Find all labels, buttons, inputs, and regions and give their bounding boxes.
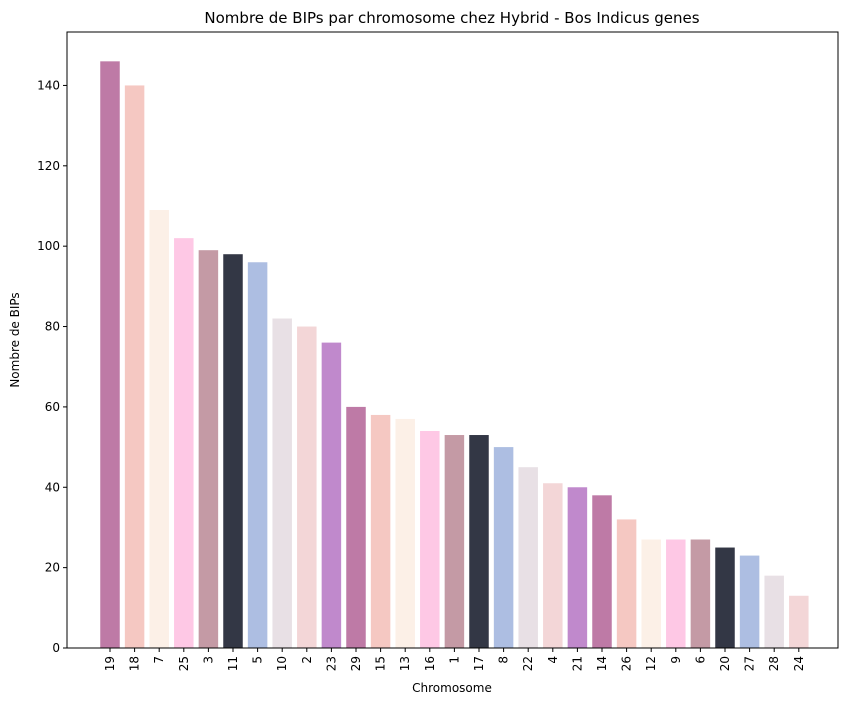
x-tick-label: 4 bbox=[546, 656, 560, 664]
y-tick-label: 60 bbox=[45, 400, 60, 414]
bar-chromosome-11 bbox=[223, 254, 243, 648]
y-axis-label: Nombre de BIPs bbox=[8, 292, 22, 387]
bar-chromosome-5 bbox=[247, 262, 268, 648]
y-tick-label: 80 bbox=[45, 320, 60, 334]
bar-chromosome-12 bbox=[641, 539, 661, 648]
bar-chromosome-25 bbox=[174, 238, 194, 648]
x-axis-label: Chromosome bbox=[412, 681, 492, 695]
bar-chromosome-10 bbox=[272, 318, 292, 648]
bar-chromosome-1 bbox=[444, 435, 465, 648]
bar-chromosome-16 bbox=[420, 431, 440, 648]
x-tick-label: 2 bbox=[300, 656, 314, 664]
x-tick-label: 23 bbox=[324, 656, 338, 671]
bar-chromosome-24 bbox=[789, 595, 809, 648]
bar-chromosome-21 bbox=[567, 487, 588, 648]
x-tick-label: 10 bbox=[275, 656, 289, 671]
y-tick-label: 0 bbox=[52, 641, 60, 655]
y-tick-label: 40 bbox=[45, 480, 60, 494]
bar-chromosome-2 bbox=[297, 326, 317, 648]
bar-chromosome-22 bbox=[518, 467, 538, 648]
bar-chromosome-3 bbox=[198, 250, 219, 648]
y-tick-label: 100 bbox=[37, 239, 60, 253]
x-tick-label: 1 bbox=[447, 656, 461, 664]
x-tick-label: 28 bbox=[767, 656, 781, 671]
x-tick-label: 29 bbox=[349, 656, 363, 671]
bar-chromosome-13 bbox=[395, 418, 415, 648]
bar-chromosome-18 bbox=[124, 85, 145, 648]
x-tick-label: 6 bbox=[693, 656, 707, 664]
y-axis-ticks: 0 20 40 60 80 100 120 140 bbox=[37, 78, 67, 655]
bar-chromosome-20 bbox=[715, 547, 735, 648]
x-tick-label: 7 bbox=[152, 656, 166, 664]
x-tick-label: 8 bbox=[497, 656, 511, 664]
bar-chromosome-8 bbox=[493, 447, 514, 648]
x-tick-label: 17 bbox=[472, 656, 486, 671]
x-tick-label: 11 bbox=[226, 656, 240, 671]
bar-chromosome-7 bbox=[149, 210, 169, 648]
x-tick-label: 20 bbox=[718, 656, 732, 671]
bar-chromosome-28 bbox=[764, 575, 784, 648]
y-tick-label: 20 bbox=[45, 561, 60, 575]
x-tick-label: 18 bbox=[128, 656, 142, 671]
bar-chromosome-15 bbox=[370, 414, 391, 648]
x-tick-label: 19 bbox=[103, 656, 117, 671]
x-tick-label: 9 bbox=[669, 656, 683, 664]
x-tick-label: 12 bbox=[644, 656, 658, 671]
x-tick-label: 5 bbox=[251, 656, 265, 664]
y-tick-label: 120 bbox=[37, 159, 60, 173]
bar-chromosome-26 bbox=[616, 519, 637, 648]
y-tick-label: 140 bbox=[37, 78, 60, 92]
bar-chromosome-29 bbox=[346, 406, 366, 648]
chart-title: Nombre de BIPs par chromosome chez Hybri… bbox=[204, 9, 699, 27]
bar-chromosome-27 bbox=[739, 555, 760, 648]
x-tick-label: 14 bbox=[595, 656, 609, 671]
bar-chromosome-17 bbox=[469, 435, 489, 648]
x-tick-label: 15 bbox=[374, 656, 388, 671]
x-tick-label: 24 bbox=[792, 656, 806, 671]
x-tick-label: 27 bbox=[743, 656, 757, 671]
bar-chromosome-4 bbox=[543, 483, 563, 648]
bars-group bbox=[100, 61, 809, 648]
plot-frame bbox=[66, 31, 839, 649]
bar-chromosome-19 bbox=[100, 61, 120, 648]
x-tick-label: 3 bbox=[201, 656, 215, 664]
x-tick-label: 21 bbox=[570, 656, 584, 671]
bar-chromosome-23 bbox=[321, 342, 342, 648]
x-tick-label: 22 bbox=[521, 656, 535, 671]
x-tick-label: 25 bbox=[177, 656, 191, 671]
bar-chromosome-14 bbox=[592, 495, 612, 648]
x-axis-ticks: 19 18 7 25 3 11 5 10 2 23 29 15 13 16 1 17 8 22 4 21 14 26 12 9… bbox=[103, 648, 806, 671]
bar-chromosome-6 bbox=[690, 539, 711, 648]
x-tick-label: 26 bbox=[620, 656, 634, 671]
bar-chromosome-9 bbox=[666, 539, 686, 648]
x-tick-label: 13 bbox=[398, 656, 412, 671]
x-tick-label: 16 bbox=[423, 656, 437, 671]
